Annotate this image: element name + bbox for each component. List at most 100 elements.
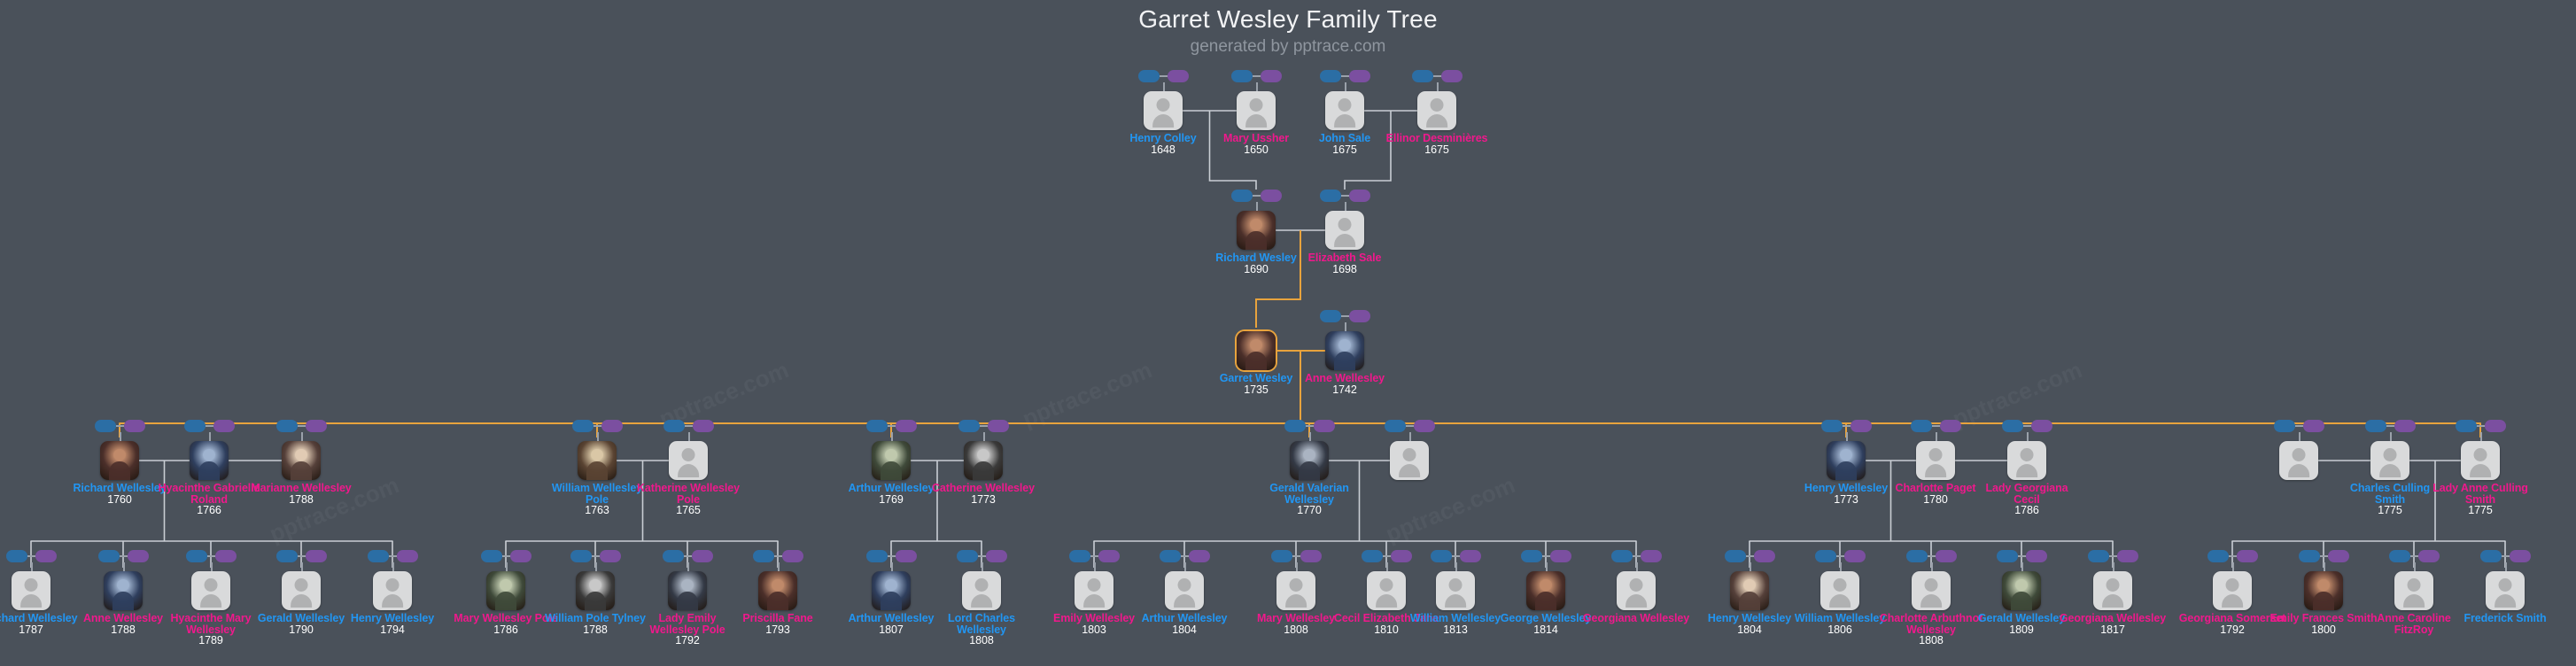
person-avatar-placeholder[interactable]	[1075, 571, 1113, 610]
male-badge[interactable]	[1271, 550, 1292, 562]
male-badge[interactable]	[2274, 420, 2295, 432]
male-badge[interactable]	[98, 550, 120, 562]
female-badge[interactable]	[2237, 550, 2258, 562]
female-badge[interactable]	[1349, 190, 1370, 202]
male-badge[interactable]	[866, 550, 888, 562]
male-badge[interactable]	[866, 420, 888, 432]
person-avatar-placeholder[interactable]	[1237, 91, 1276, 130]
male-badge[interactable]	[1821, 420, 1843, 432]
person-avatar-placeholder[interactable]	[1617, 571, 1656, 610]
person-avatar-placeholder[interactable]	[1325, 211, 1364, 250]
female-badge[interactable]	[1936, 550, 1957, 562]
male-badge[interactable]	[276, 420, 298, 432]
person-avatar-placeholder[interactable]	[1390, 441, 1429, 480]
female-badge[interactable]	[2418, 550, 2440, 562]
male-badge[interactable]	[1320, 70, 1341, 82]
person-portrait[interactable]	[2002, 571, 2041, 610]
person-portrait[interactable]	[1237, 211, 1276, 250]
male-badge[interactable]	[2456, 420, 2477, 432]
person-avatar-placeholder[interactable]	[1165, 571, 1204, 610]
female-badge[interactable]	[2026, 550, 2047, 562]
male-badge[interactable]	[1069, 550, 1090, 562]
person-portrait[interactable]	[2304, 571, 2343, 610]
female-badge[interactable]	[1414, 420, 1435, 432]
female-badge[interactable]	[1844, 550, 1866, 562]
female-badge[interactable]	[1349, 310, 1370, 322]
person-portrait[interactable]	[872, 571, 911, 610]
person-portrait[interactable]	[1237, 331, 1276, 370]
female-badge[interactable]	[2394, 420, 2416, 432]
person-avatar-placeholder[interactable]	[1276, 571, 1315, 610]
male-badge[interactable]	[184, 420, 206, 432]
female-badge[interactable]	[2485, 420, 2506, 432]
person-avatar-placeholder[interactable]	[191, 571, 230, 610]
male-badge[interactable]	[2480, 550, 2502, 562]
person-portrait[interactable]	[1290, 441, 1329, 480]
female-badge[interactable]	[213, 420, 235, 432]
person-avatar-placeholder[interactable]	[1436, 571, 1475, 610]
female-badge[interactable]	[1314, 420, 1335, 432]
male-badge[interactable]	[2002, 420, 2023, 432]
female-badge[interactable]	[692, 550, 713, 562]
female-badge[interactable]	[896, 550, 917, 562]
male-badge[interactable]	[1911, 420, 1932, 432]
male-badge[interactable]	[1997, 550, 2018, 562]
female-badge[interactable]	[1261, 190, 1282, 202]
female-badge[interactable]	[397, 550, 418, 562]
person-avatar-placeholder[interactable]	[373, 571, 412, 610]
male-badge[interactable]	[276, 550, 298, 562]
person-portrait[interactable]	[100, 441, 139, 480]
male-badge[interactable]	[1138, 70, 1160, 82]
male-badge[interactable]	[1385, 420, 1406, 432]
female-badge[interactable]	[1851, 420, 1872, 432]
person-portrait[interactable]	[1325, 331, 1364, 370]
person-avatar-placeholder[interactable]	[1367, 571, 1406, 610]
female-badge[interactable]	[1391, 550, 1412, 562]
person-avatar-placeholder[interactable]	[2394, 571, 2433, 610]
person-avatar-placeholder[interactable]	[2486, 571, 2525, 610]
person-avatar-placeholder[interactable]	[1820, 571, 1859, 610]
male-badge[interactable]	[2088, 550, 2109, 562]
male-badge[interactable]	[1320, 190, 1341, 202]
female-badge[interactable]	[1940, 420, 1961, 432]
female-badge[interactable]	[2031, 420, 2052, 432]
person-avatar-placeholder[interactable]	[2093, 571, 2132, 610]
person-portrait[interactable]	[104, 571, 143, 610]
male-badge[interactable]	[753, 550, 774, 562]
person-portrait[interactable]	[1730, 571, 1769, 610]
person-portrait[interactable]	[964, 441, 1003, 480]
male-badge[interactable]	[368, 550, 389, 562]
female-badge[interactable]	[128, 550, 149, 562]
female-badge[interactable]	[1754, 550, 1775, 562]
female-badge[interactable]	[1098, 550, 1120, 562]
female-badge[interactable]	[601, 420, 623, 432]
person-avatar-placeholder[interactable]	[1325, 91, 1364, 130]
female-badge[interactable]	[510, 550, 531, 562]
male-badge[interactable]	[481, 550, 502, 562]
male-badge[interactable]	[1611, 550, 1633, 562]
female-badge[interactable]	[600, 550, 621, 562]
female-badge[interactable]	[1460, 550, 1481, 562]
female-badge[interactable]	[2328, 550, 2349, 562]
person-avatar-placeholder[interactable]	[12, 571, 50, 610]
person-portrait[interactable]	[668, 571, 707, 610]
person-avatar-placeholder[interactable]	[1912, 571, 1951, 610]
female-badge[interactable]	[1550, 550, 1571, 562]
male-badge[interactable]	[2299, 550, 2320, 562]
male-badge[interactable]	[1284, 420, 1306, 432]
female-badge[interactable]	[124, 420, 145, 432]
male-badge[interactable]	[1906, 550, 1928, 562]
person-portrait[interactable]	[578, 441, 617, 480]
female-badge[interactable]	[306, 550, 327, 562]
male-badge[interactable]	[663, 420, 685, 432]
male-badge[interactable]	[958, 420, 980, 432]
female-badge[interactable]	[1189, 550, 1210, 562]
male-badge[interactable]	[957, 550, 978, 562]
female-badge[interactable]	[988, 420, 1009, 432]
female-badge[interactable]	[2303, 420, 2324, 432]
male-badge[interactable]	[186, 550, 207, 562]
male-badge[interactable]	[1431, 550, 1452, 562]
male-badge[interactable]	[95, 420, 116, 432]
female-badge[interactable]	[1168, 70, 1189, 82]
person-avatar-placeholder[interactable]	[1417, 91, 1456, 130]
